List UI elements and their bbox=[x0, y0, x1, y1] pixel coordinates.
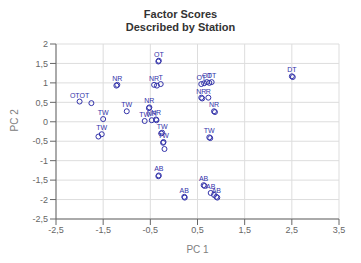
svg-text:TW: TW bbox=[158, 132, 169, 139]
svg-text:2: 2 bbox=[43, 39, 48, 49]
svg-text:DT: DT bbox=[207, 72, 217, 79]
svg-text:2,5: 2,5 bbox=[286, 225, 299, 235]
svg-text:-0,5: -0,5 bbox=[32, 136, 48, 146]
svg-text:NR: NR bbox=[149, 74, 160, 82]
svg-text:NR: NR bbox=[209, 101, 219, 108]
svg-text:NR: NR bbox=[144, 97, 154, 104]
svg-text:AB: AB bbox=[212, 187, 222, 194]
svg-text:NR: NR bbox=[151, 109, 161, 116]
svg-text:1,5: 1,5 bbox=[238, 225, 251, 235]
svg-text:TW: TW bbox=[98, 109, 109, 116]
svg-text:TW: TW bbox=[139, 111, 151, 118]
svg-text:0,5: 0,5 bbox=[191, 225, 204, 235]
svg-text:DT: DT bbox=[287, 66, 297, 73]
svg-text:AB: AB bbox=[199, 175, 209, 182]
svg-text:AB: AB bbox=[154, 165, 164, 172]
svg-text:TW: TW bbox=[96, 124, 107, 131]
svg-text:-1,5: -1,5 bbox=[32, 175, 48, 185]
svg-text:NR: NR bbox=[112, 75, 122, 82]
svg-text:1: 1 bbox=[43, 78, 48, 88]
svg-text:PC 2: PC 2 bbox=[9, 109, 20, 132]
svg-text:TW: TW bbox=[157, 123, 168, 130]
svg-text:0: 0 bbox=[43, 117, 48, 127]
svg-text:-2,5: -2,5 bbox=[32, 214, 48, 224]
svg-text:-2,5: -2,5 bbox=[48, 225, 64, 235]
svg-text:-0,5: -0,5 bbox=[143, 225, 159, 235]
svg-text:3,5: 3,5 bbox=[333, 225, 346, 235]
svg-text:1,5: 1,5 bbox=[35, 59, 48, 69]
svg-text:-2: -2 bbox=[40, 195, 48, 205]
svg-text:T: T bbox=[159, 74, 164, 81]
svg-text:0,5: 0,5 bbox=[35, 98, 48, 108]
svg-text:NR: NR bbox=[196, 88, 206, 95]
svg-text:TW: TW bbox=[121, 101, 132, 108]
svg-text:PC 1: PC 1 bbox=[186, 244, 209, 255]
html-text:Described by Station: Described by Station bbox=[125, 21, 236, 33]
svg-text:-1: -1 bbox=[40, 156, 48, 166]
svg-text:TW: TW bbox=[204, 127, 215, 134]
svg-text:OTOT: OTOT bbox=[70, 92, 90, 99]
svg-text:-1,5: -1,5 bbox=[95, 225, 111, 235]
svg-text:AB: AB bbox=[180, 187, 190, 194]
html-text:Factor Scores: Factor Scores bbox=[143, 8, 218, 20]
svg-text:OT: OT bbox=[154, 51, 164, 58]
svg-text:R: R bbox=[206, 88, 211, 95]
